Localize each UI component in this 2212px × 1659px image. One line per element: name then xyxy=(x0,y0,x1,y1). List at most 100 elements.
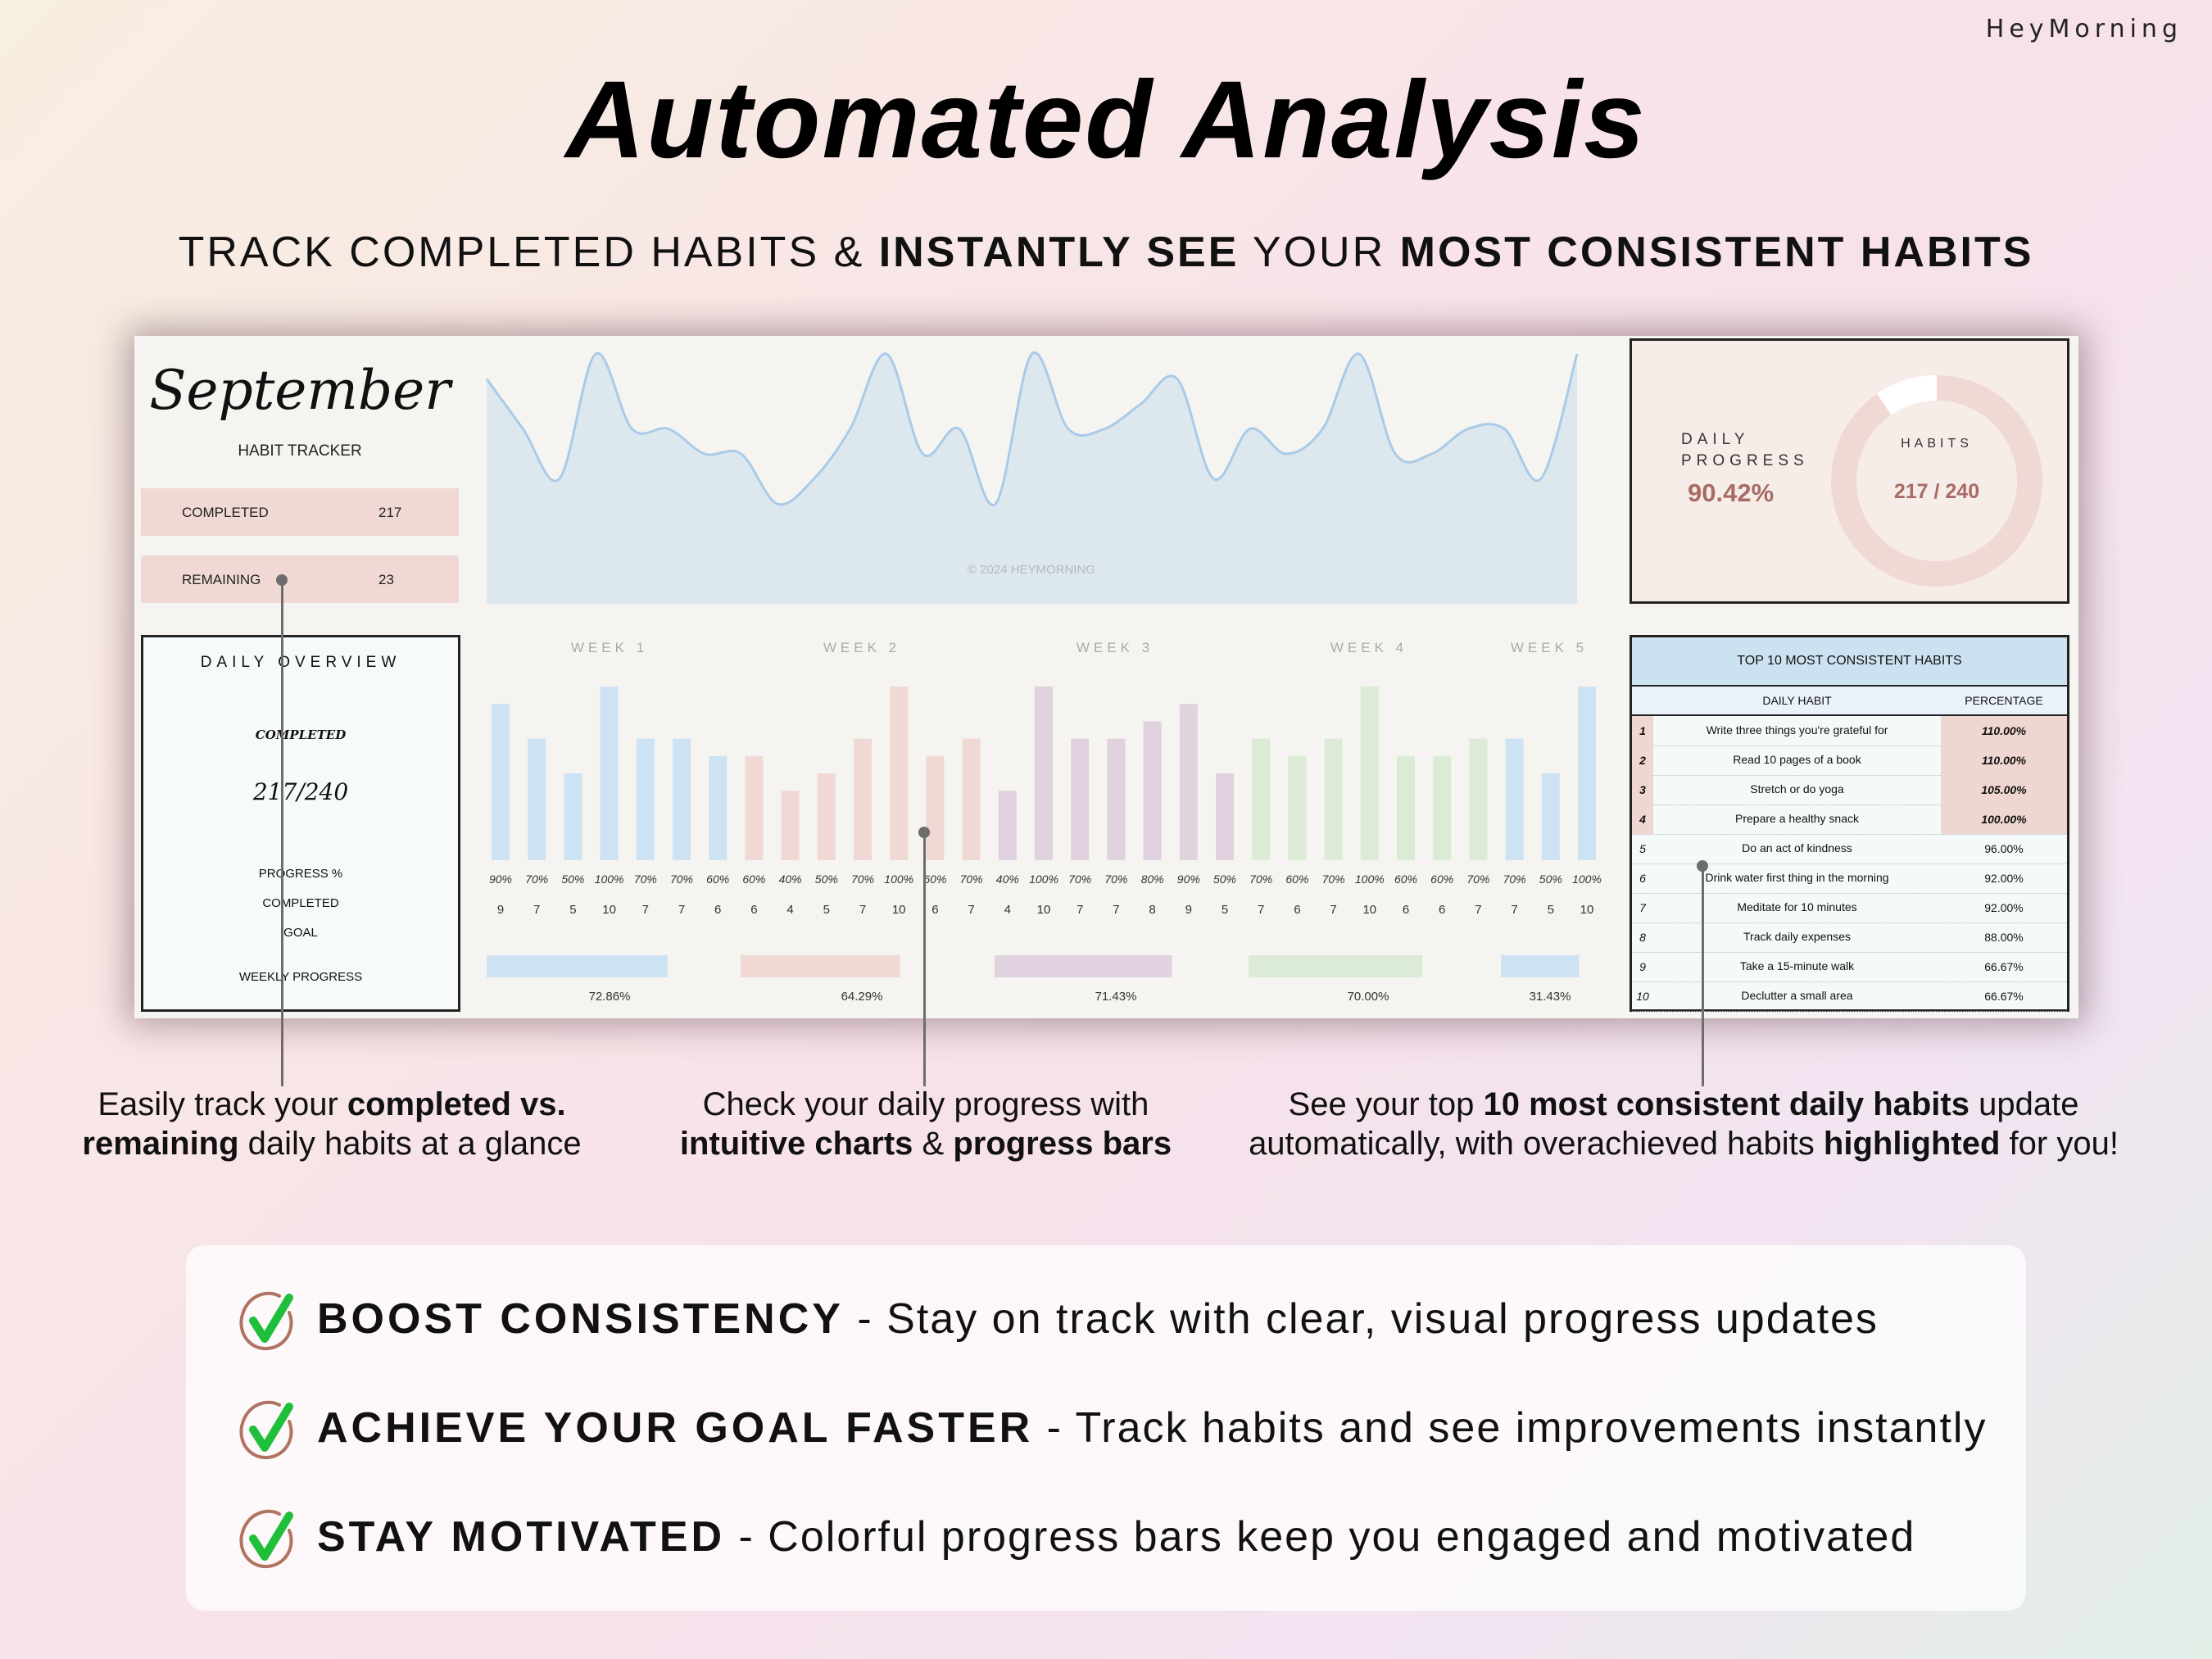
daily-count-label: 7 xyxy=(1077,903,1083,917)
check-circle-icon xyxy=(239,1509,293,1569)
caption-segment: remaining xyxy=(82,1126,239,1162)
remaining-label: REMAINING xyxy=(182,572,261,587)
daily-percent-label: 70% xyxy=(670,873,693,886)
daily-count-label: 6 xyxy=(1439,903,1445,917)
daily-percent-label: 70% xyxy=(1068,873,1091,886)
daily-percent-label: 90% xyxy=(1177,873,1200,886)
daily-percent-label: 60% xyxy=(923,873,946,886)
feature-title: STAY MOTIVATED xyxy=(317,1513,726,1561)
daily-percent-label: 70% xyxy=(851,873,874,886)
feature-title: ACHIEVE YOUR GOAL FASTER xyxy=(317,1404,1034,1452)
daily-count-label: 10 xyxy=(892,903,906,917)
table-row: 3 Stretch or do yoga 105.00% xyxy=(1632,775,2067,805)
table-row: 8 Track daily expenses 88.00% xyxy=(1632,922,2067,953)
caption-segment: & xyxy=(913,1126,954,1162)
row-percentage: 66.67% xyxy=(1984,960,2024,973)
daily-count-label: 7 xyxy=(678,903,685,917)
table-row: 5 Do an act of kindness 96.00% xyxy=(1632,834,2067,864)
caption-segment: for you! xyxy=(2000,1126,2119,1162)
row-rank: 8 xyxy=(1639,931,1646,944)
daily-percent-label: 50% xyxy=(815,873,838,886)
daily-percent-label: 70% xyxy=(634,873,657,886)
daily-bar xyxy=(1143,721,1162,860)
weekly-progress-label: 70.00% xyxy=(1348,990,1389,1004)
daily-bar xyxy=(1071,738,1090,860)
daily-percent-label: 60% xyxy=(742,873,765,886)
daily-count-label: 7 xyxy=(1113,903,1119,917)
daily-count-label: 5 xyxy=(1548,903,1554,917)
daily-count-label: 10 xyxy=(1580,903,1594,917)
caption-line: remaining daily habits at a glance xyxy=(33,1124,631,1163)
page-title: Automated Analysis xyxy=(565,59,1647,181)
weekly-progress-bar xyxy=(995,955,1172,977)
daily-count-label: 6 xyxy=(1403,903,1409,917)
daily-count-label: 9 xyxy=(1185,903,1192,917)
daily-bar xyxy=(1397,755,1415,860)
row-rank: 1 xyxy=(1632,716,1653,746)
caption-line: Easily track your completed vs. xyxy=(33,1085,631,1124)
row-habit: Write three things you're grateful for xyxy=(1706,723,1888,737)
area-fill xyxy=(487,352,1577,604)
daily-bar xyxy=(1035,687,1053,860)
daily-bar xyxy=(1505,738,1524,860)
daily-count-label: 6 xyxy=(750,903,757,917)
pointer-line xyxy=(923,832,926,1086)
daily-bar xyxy=(781,791,800,860)
tracker-subtitle: HABIT TRACKER xyxy=(238,442,362,460)
weekly-progress-bar xyxy=(1249,955,1423,977)
daily-bar xyxy=(1107,738,1126,860)
week-label: WEEK 2 xyxy=(823,640,900,655)
daily-bar xyxy=(962,738,981,860)
daily-bar xyxy=(1541,773,1560,860)
daily-overview-panel: DAILY OVERVIEW COMPLETED 217/240 PROGRES… xyxy=(141,635,460,1012)
row-percentage: 96.00% xyxy=(1984,842,2024,855)
daily-count-label: 7 xyxy=(968,903,974,917)
row-habit: Track daily expenses xyxy=(1743,930,1851,943)
row-percentage: 110.00% xyxy=(1941,716,2067,746)
daily-bar xyxy=(1179,704,1198,860)
row-percentage: 105.00% xyxy=(1941,775,2067,805)
features-panel: BOOST CONSISTENCY - Stay on track with c… xyxy=(186,1245,2026,1611)
daily-bar xyxy=(636,738,655,860)
subtitle-segment: TRACK COMPLETED HABITS & xyxy=(178,229,879,276)
daily-percent-label: 70% xyxy=(525,873,548,886)
table-row: 6 Drink water first thing in the morning 9… xyxy=(1632,863,2067,894)
overview-progress-label: PROGRESS % xyxy=(258,867,343,881)
daily-bar xyxy=(890,687,909,860)
remaining-ribbon: REMAINING 23 xyxy=(141,555,459,603)
row-habit: Meditate for 10 minutes xyxy=(1737,900,1857,913)
caption-segment: Easily track your xyxy=(97,1086,347,1122)
row-rank: 2 xyxy=(1632,746,1653,775)
completed-ribbon: COMPLETED 217 xyxy=(141,488,459,536)
daily-bar xyxy=(1288,755,1307,860)
daily-bar xyxy=(745,755,764,860)
daily-count-label: 10 xyxy=(1037,903,1051,917)
row-percentage: 92.00% xyxy=(1984,901,2024,914)
row-percentage: 88.00% xyxy=(1984,931,2024,944)
row-habit: Declutter a small area xyxy=(1741,989,1853,1002)
daily-percent-label: 100% xyxy=(595,873,624,886)
feature-description: - Stay on track with clear, visual progr… xyxy=(843,1295,1879,1343)
overview-goal: GOAL xyxy=(283,926,318,940)
caption-segment: highlighted xyxy=(1823,1126,2001,1162)
daily-count-label: 10 xyxy=(1362,903,1376,917)
daily-percent-label: 100% xyxy=(1029,873,1058,886)
feature-text: STAY MOTIVATED - Colorful progress bars … xyxy=(317,1512,1915,1562)
daily-percent-label: 50% xyxy=(561,873,584,886)
daily-percent-label: 70% xyxy=(1249,873,1272,886)
row-percentage: 110.00% xyxy=(1941,746,2067,775)
completed-value: 217 xyxy=(378,505,402,520)
daily-count-label: 7 xyxy=(642,903,649,917)
area-line xyxy=(485,351,1579,507)
row-habit: Prepare a healthy snack xyxy=(1735,812,1859,825)
daily-bar xyxy=(709,755,728,860)
daily-bar xyxy=(1252,738,1271,860)
weekly-progress-label: 72.86% xyxy=(589,990,631,1004)
brand-logo: HeyMorning xyxy=(1985,15,2183,43)
daily-percent-label: 100% xyxy=(884,873,913,886)
pointer-line xyxy=(281,580,283,1086)
daily-count-label: 5 xyxy=(569,903,576,917)
daily-count-label: 7 xyxy=(1258,903,1264,917)
daily-percent-label: 90% xyxy=(489,873,512,886)
table-row: 4 Prepare a healthy snack 100.00% xyxy=(1632,805,2067,835)
